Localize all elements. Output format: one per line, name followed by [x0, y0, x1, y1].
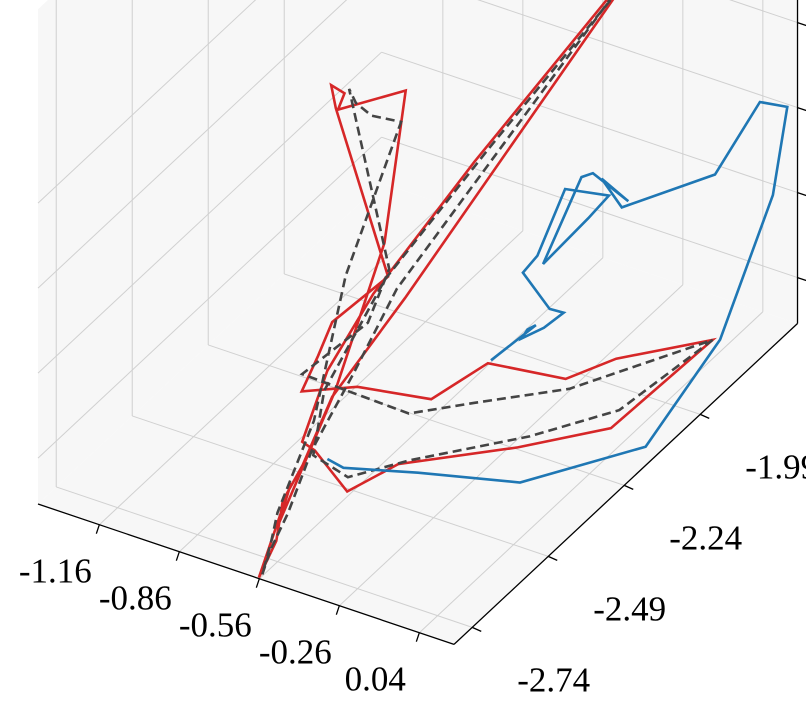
x-tick-mark [95, 524, 100, 534]
x-tick-mark [175, 551, 180, 561]
x-tick-mark [335, 605, 340, 615]
x-tick-label: -0.56 [179, 606, 252, 645]
x-tick-mark [415, 632, 420, 642]
y-tick-mark [623, 484, 634, 490]
z-tick-mark [797, 21, 806, 27]
y-tick-label: -1.99 [745, 447, 806, 486]
x-tick-label: -0.86 [99, 579, 172, 618]
gridline-x [338, 284, 684, 607]
z-tick-mark [797, 191, 806, 197]
series-line-blue [326, 100, 789, 484]
z-tick-mark [797, 276, 806, 282]
gridline-z [381, 136, 798, 279]
chart-grid [37, 0, 798, 634]
x-axis-line [37, 503, 455, 646]
chart-tick-labels: -1.16-0.86-0.56-0.26 0.04 -2.74-2.49-2.24-… [19, 447, 806, 699]
y-axis-line [453, 323, 798, 645]
y-tick-label: -2.24 [669, 518, 742, 557]
x-tick-mark [255, 578, 260, 588]
y-tick-mark [471, 626, 482, 632]
gridline-z [37, 0, 257, 204]
gridline-y [208, 344, 625, 486]
gridline-y [132, 415, 549, 557]
gridline-y [284, 273, 701, 415]
x-tick-label: 0.04 [345, 660, 406, 699]
y-tick-mark [547, 555, 558, 561]
gridline-z [477, 0, 798, 109]
pane-floor [38, 183, 798, 645]
gridline-z [37, 51, 382, 374]
series-line-dashed [261, 0, 714, 575]
chart-series [257, 0, 789, 579]
x-tick-label: -0.26 [259, 633, 332, 672]
gridline-z [37, 0, 348, 289]
z-tick-mark [797, 106, 806, 112]
chart-axes [37, 0, 806, 646]
y-tick-label: -2.49 [593, 589, 666, 628]
y-tick-label: -2.74 [517, 660, 590, 699]
gridline-x [258, 257, 604, 580]
series-line-red [257, 0, 718, 579]
x-tick-label: -1.16 [19, 552, 92, 591]
gridline-x [418, 311, 764, 634]
gridline-z [381, 51, 798, 194]
gridline-y [56, 486, 473, 628]
gridline-z [37, 136, 382, 459]
y-tick-mark [699, 413, 710, 419]
